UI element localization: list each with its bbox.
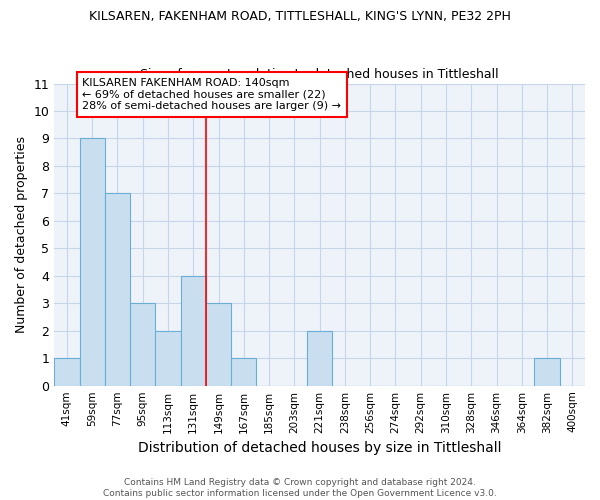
Y-axis label: Number of detached properties: Number of detached properties xyxy=(15,136,28,333)
Bar xyxy=(535,358,560,386)
Bar xyxy=(231,358,256,386)
Title: Size of property relative to detached houses in Tittleshall: Size of property relative to detached ho… xyxy=(140,68,499,81)
Bar xyxy=(155,330,181,386)
Bar xyxy=(181,276,206,386)
Bar xyxy=(130,304,155,386)
Text: KILSAREN, FAKENHAM ROAD, TITTLESHALL, KING'S LYNN, PE32 2PH: KILSAREN, FAKENHAM ROAD, TITTLESHALL, KI… xyxy=(89,10,511,23)
Text: Contains HM Land Registry data © Crown copyright and database right 2024.
Contai: Contains HM Land Registry data © Crown c… xyxy=(103,478,497,498)
Bar xyxy=(54,358,80,386)
X-axis label: Distribution of detached houses by size in Tittleshall: Distribution of detached houses by size … xyxy=(138,441,502,455)
Text: KILSAREN FAKENHAM ROAD: 140sqm
← 69% of detached houses are smaller (22)
28% of : KILSAREN FAKENHAM ROAD: 140sqm ← 69% of … xyxy=(82,78,341,111)
Bar xyxy=(307,330,332,386)
Bar xyxy=(206,304,231,386)
Bar xyxy=(80,138,105,386)
Bar xyxy=(105,194,130,386)
